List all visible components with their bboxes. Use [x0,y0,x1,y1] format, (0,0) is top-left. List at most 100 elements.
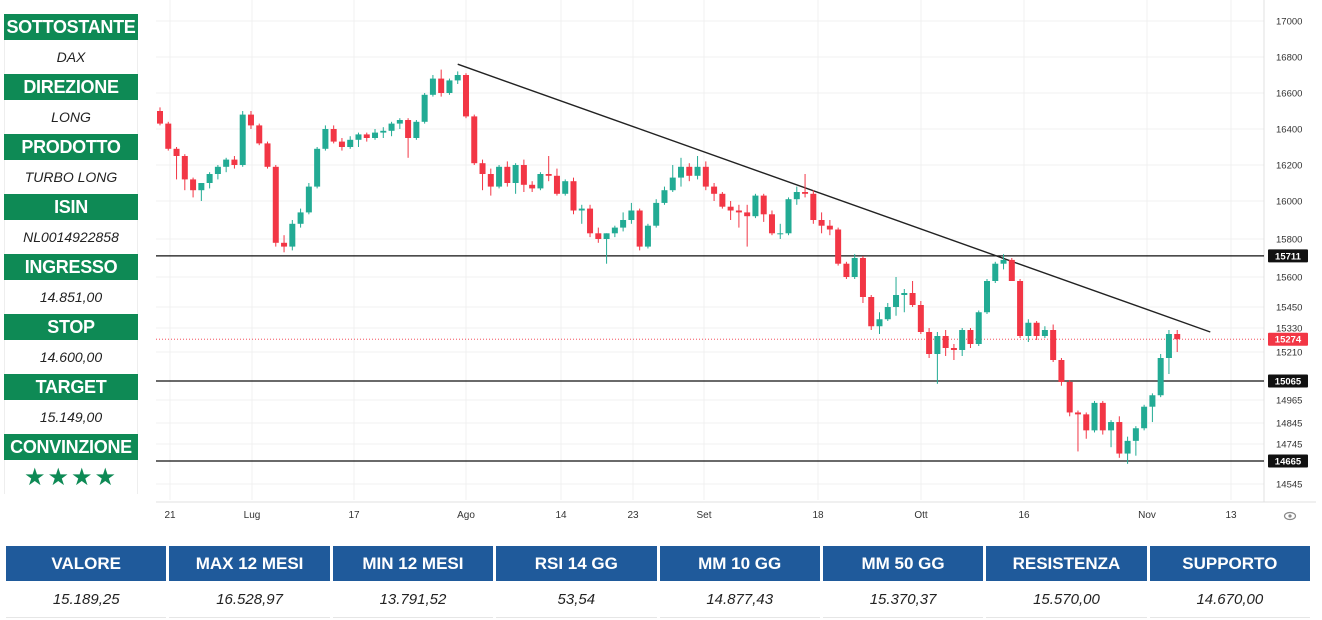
x-tick-label: Ago [457,510,475,521]
x-tick-label: Ott [914,510,928,521]
candle-body [438,78,445,93]
x-tick-label: 14 [555,510,567,521]
sidebar-value-isin: NL0014922858 [4,220,138,254]
candle-body [678,166,685,178]
candle-body [239,114,246,165]
candle-body [727,206,734,211]
price-label-box [1268,454,1308,468]
candle-body [1050,330,1057,360]
x-tick-label: 17 [348,510,360,521]
candle-body [1017,281,1024,336]
x-tick-label: 13 [1225,510,1237,521]
candle-body [826,225,833,230]
candle-body [380,130,387,133]
candle-body [926,332,933,354]
candle-body [413,121,420,138]
candle-body [479,163,486,174]
price-chart: 17000 16800 16600 16400 16200 16000 15800 15600… [156,0,1316,521]
sidebar-value-convinzione: ★★★★ [4,460,138,494]
y-tick-label: 16400 [1276,125,1302,136]
candle-body [529,184,536,189]
candle-body [281,242,288,247]
candle-body [496,166,503,187]
candle-body [462,75,469,117]
candle-body [661,190,668,203]
candle-body [1000,259,1007,264]
stats-header-cell: MIN 12 MESI [332,546,494,581]
stats-value-cell: 14.877,43 [659,581,820,618]
candle-body [793,192,800,200]
x-tick-label: 23 [627,510,639,521]
price-label-text: 15065 [1275,377,1302,388]
candle-body [322,129,329,149]
y-tick-label: 15600 [1276,273,1302,284]
sidebar-value-sottostante: DAX [4,40,138,74]
candle-body [231,159,238,165]
star-rating-icon: ★★★★ [23,463,119,491]
stats-header-cell: RESISTENZA [986,546,1147,581]
trendline [457,63,1211,333]
candle-body [1108,422,1115,431]
y-tick-label: 16200 [1276,161,1302,172]
sidebar-label-isin: ISIN [4,194,138,220]
candle-body [859,258,866,297]
y-tick-label: 17000 [1276,17,1302,28]
x-tick-label: 16 [1018,510,1030,521]
candle-body [1116,422,1123,454]
stats-value-cell: 53,54 [496,581,657,618]
stats-value-cell: 13.791,52 [332,581,494,618]
candle-body [1091,402,1098,431]
y-tick-label: 16000 [1276,197,1302,208]
candle-body [1165,334,1172,358]
candle-body [562,181,569,194]
candle-body [711,186,718,194]
candle-body [950,348,957,350]
sidebar-label-sottostante: SOTTOSTANTE [4,14,138,40]
stats-header-cell: MM 10 GG [659,546,820,581]
sidebar-label-target: TARGET [4,374,138,400]
candle-body [264,143,271,167]
candle-body [752,195,759,217]
stats-value-cell: 15.370,37 [822,581,984,618]
stats-value-cell: 15.570,00 [986,581,1147,618]
x-tick-label: 21 [164,510,176,521]
stats-header-cell: RSI 14 GG [496,546,657,581]
stats-header-cell: VALORE [6,546,167,581]
candle-body [984,281,990,313]
candle-body [810,193,817,220]
candle-body [702,166,709,187]
sidebar-label-ingresso: INGRESSO [4,254,138,280]
sidebar-value-prodotto: TURBO LONG [4,160,138,194]
candle-body [636,210,643,247]
candle-body [223,159,230,167]
candle-body [198,183,205,191]
candle-body [247,114,254,126]
sidebar-label-stop: STOP [4,314,138,340]
y-tick-label: 14745 [1276,440,1302,451]
candle-body [314,148,321,187]
candle-body [1066,381,1073,413]
candle-body [305,186,312,213]
y-tick-label: 14965 [1276,396,1302,407]
candle-body [934,336,941,354]
y-tick-label: 14845 [1276,419,1302,430]
y-tick-label: 16600 [1276,89,1302,100]
candle-body [405,120,412,138]
candle-body [967,330,974,344]
candle-body [553,175,560,194]
candle-body [1025,322,1032,336]
candle-body [669,177,676,191]
candle-body [1041,330,1048,336]
candle-body [843,263,850,277]
y-tick-label: 15800 [1276,235,1302,246]
candle-body [570,181,577,211]
y-tick-label: 16800 [1276,53,1302,64]
candle-body [214,166,221,174]
candle-body [512,165,519,183]
candle-body [504,166,511,183]
price-label-box [1268,249,1308,263]
candle-body [396,120,403,124]
candle-body [595,233,602,239]
candle-body [1083,414,1090,431]
candle-body [942,336,949,348]
